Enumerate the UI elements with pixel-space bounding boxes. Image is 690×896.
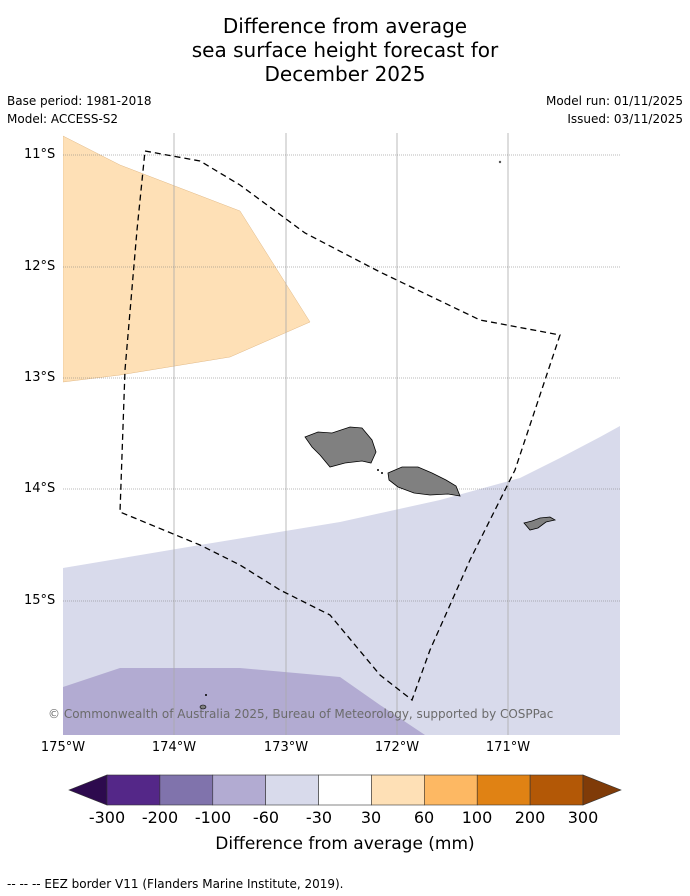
title-line-2: sea surface height forecast for [191, 38, 499, 62]
colorbar-tick-label: 60 [413, 808, 435, 827]
lon-label: 171°W [485, 740, 531, 755]
title-line-3: December 2025 [264, 62, 426, 86]
longitude-gridlines [173, 133, 509, 735]
lat-label: 11°S [24, 147, 56, 162]
issued-label: Issued: 03/11/2025 [567, 112, 683, 126]
anomaly-region-minus-60-to-100 [63, 668, 425, 735]
colorbar-tick-label: 300 [567, 808, 599, 827]
colorbar-swatch [106, 774, 161, 806]
chart-title: Difference from average sea surface heig… [0, 14, 690, 86]
lon-label: 174°W [151, 740, 197, 755]
swains-island [498, 160, 502, 164]
colorbar-swatch [159, 774, 214, 806]
colorbar-tick-label: -60 [252, 808, 280, 827]
lon-label: 173°W [263, 740, 309, 755]
niuafoou-island [199, 704, 207, 710]
lon-label: 175°W [40, 740, 86, 755]
colorbar-under-arrow [68, 774, 108, 806]
colorbar-tick-label: -100 [194, 808, 232, 827]
model-label: Model: ACCESS-S2 [7, 112, 119, 126]
anomaly-region-minus-30-to-60 [63, 426, 620, 735]
title-line-1: Difference from average [222, 14, 468, 38]
colorbar-title: Difference from average (mm) [215, 834, 475, 854]
model-run-label: Model run: 01/11/2025 [545, 94, 683, 108]
small-island [377, 469, 379, 471]
colorbar-swatch [265, 774, 319, 806]
copyright-notice: © Commonwealth of Australia 2025, Bureau… [48, 707, 554, 721]
colorbar-swatch [371, 774, 425, 806]
eez-border [119, 150, 561, 702]
lat-label: 15°S [24, 593, 56, 608]
colorbar-tick-label: -200 [141, 808, 179, 827]
colorbar-swatch [529, 774, 584, 806]
lat-label: 13°S [24, 370, 56, 385]
colorbar-swatch [318, 774, 372, 806]
colorbar-tick-label: 200 [514, 808, 546, 827]
colorbar-tick-label: -300 [88, 808, 126, 827]
tutuila-island [523, 516, 557, 531]
small-island [381, 472, 383, 474]
colorbar-swatch [424, 774, 478, 806]
colorbar-swatch [212, 774, 266, 806]
savaii-island [304, 426, 377, 468]
lat-label: 12°S [24, 259, 56, 274]
colorbar-boxes [106, 774, 584, 806]
colorbar-tick-label: 30 [360, 808, 382, 827]
base-period-label: Base period: 1981-2018 [7, 94, 152, 108]
colorbar-over-arrow [582, 774, 622, 806]
lon-label: 172°W [374, 740, 420, 755]
eez-footnote: -- -- -- EEZ border V11 (Flanders Marine… [7, 877, 344, 891]
upolu-island [387, 466, 461, 497]
colorbar [68, 774, 622, 806]
anomaly-region-plus-30-to-60 [63, 135, 311, 383]
small-island [205, 694, 207, 696]
colorbar-tick-label: -30 [305, 808, 333, 827]
colorbar-tick-label: 100 [461, 808, 493, 827]
colorbar-swatch [476, 774, 531, 806]
lat-label: 14°S [24, 481, 56, 496]
latitude-gridlines [63, 154, 620, 602]
